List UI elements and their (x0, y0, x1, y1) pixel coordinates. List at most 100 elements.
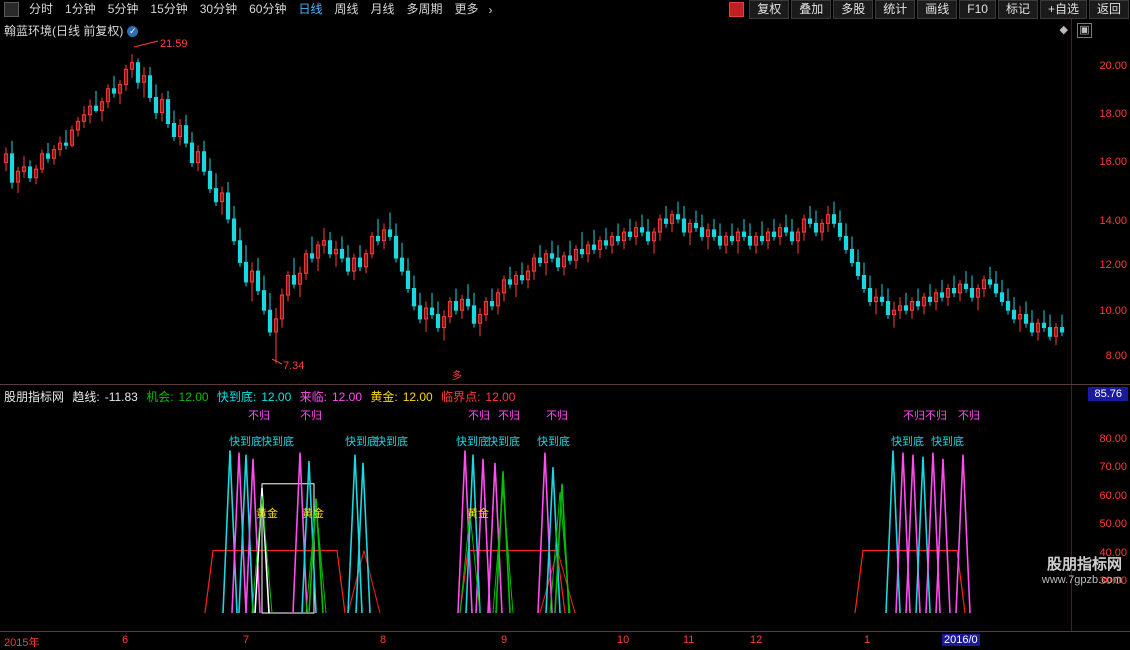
button-fuquan[interactable]: 复权 (749, 0, 790, 19)
ind-tick-30: 30.00 (1099, 575, 1127, 587)
tab-monthly[interactable]: 月线 (370, 2, 395, 16)
tab-more[interactable]: 更多 (454, 2, 479, 16)
indicator-annotation: 不归 (546, 410, 568, 422)
ind-tick-50: 50.00 (1099, 518, 1127, 530)
indicator-annotation: 快到底 (345, 436, 378, 448)
tab-15min[interactable]: 15分钟 (150, 2, 188, 16)
verified-icon: ✓ (127, 26, 139, 37)
field-value-linjiedian: 12.00 (485, 390, 516, 404)
button-duogu[interactable]: 多股 (833, 0, 874, 19)
field-label-huangjin: 黄金: (370, 390, 398, 404)
tab-1min[interactable]: 1分钟 (65, 2, 96, 16)
time-label-8: 8 (380, 634, 387, 646)
indicator-annotation: 快到底 (261, 436, 294, 448)
field-value-huangjin: 12.00 (402, 390, 433, 404)
ind-tick-70: 70.00 (1099, 461, 1127, 473)
stock-title: 翰蓝环境(日线 前复权) ✓ (4, 22, 139, 39)
field-label-lailin: 来临: (299, 390, 327, 404)
price-axis: 20.00 18.00 16.00 14.00 12.00 10.00 8.00 (1072, 19, 1130, 384)
indicator-canvas (204, 450, 971, 614)
button-add-favorite[interactable]: +自选 (1039, 0, 1087, 19)
tab-weekly[interactable]: 周线 (334, 2, 359, 16)
time-label-6: 6 (122, 634, 129, 646)
field-label-quxian: 趋线: (72, 390, 100, 404)
indicator-annotation: 快到底 (456, 436, 489, 448)
time-label-7: 7 (243, 634, 250, 646)
tab-30min[interactable]: 30分钟 (199, 2, 238, 16)
indicator-annotation: 黄金 (256, 508, 278, 520)
price-tick-18: 18.00 (1099, 108, 1127, 120)
tab-60min[interactable]: 60分钟 (249, 2, 287, 16)
button-huaxian[interactable]: 画线 (917, 0, 958, 19)
price-tick-16: 16.00 (1099, 156, 1127, 168)
watermark: 股朋指标网 www.7gpzb.com (1042, 553, 1122, 586)
pane-controls: ◆ ▣ (1059, 23, 1092, 38)
indicator-annotation: 快到底 (931, 436, 964, 448)
field-value-jihui: 12.00 (178, 390, 209, 404)
field-value-lailin: 12.00 (331, 390, 362, 404)
indicator-axis-divider (1071, 385, 1072, 633)
button-diejia[interactable]: 叠加 (791, 0, 832, 19)
field-value-quxian: -11.83 (104, 390, 138, 404)
stock-title-text: 翰蓝环境(日线 前复权) (4, 24, 124, 38)
low-price-label: 7.34 (283, 360, 305, 372)
indicator-pane[interactable]: 股朋指标网 趋线: -11.83 机会: 12.00 快到底: 12.00 来临: 12… (0, 384, 1130, 633)
time-label-2016: 2016/0 (942, 634, 980, 646)
top-toolbar: 分时 1分钟 5分钟 15分钟 30分钟 60分钟 日线 周线 月线 多周期 更… (0, 0, 1130, 20)
price-tick-8: 8.00 (1105, 350, 1127, 362)
tab-multi-period[interactable]: 多周期 (406, 2, 443, 16)
indicator-annotation: 不归 (958, 410, 980, 422)
indicator-annotation: 快到底 (891, 436, 924, 448)
time-label-10: 10 (617, 634, 630, 646)
field-label-kuaidaodi: 快到底: (216, 390, 257, 404)
time-label-11: 11 (683, 634, 695, 646)
tab-fenshi[interactable]: 分时 (29, 2, 54, 16)
toolbar-right-group: 复权 叠加 多股 统计 画线 F10 标记 +自选 返回 (725, 0, 1130, 19)
time-axis: 2015年 6 7 8 9 10 11 12 1 2016/0 (0, 631, 1130, 650)
time-label-9: 9 (501, 634, 508, 646)
indicator-annotation: 快到底 (487, 436, 520, 448)
ind-tick-80: 80.00 (1099, 433, 1127, 445)
button-tongji[interactable]: 统计 (875, 0, 916, 19)
ind-tick-60: 60.00 (1099, 490, 1127, 502)
grid-icon[interactable]: ▣ (1077, 23, 1092, 38)
indicator-annotation: 黄金 (467, 508, 489, 520)
indicator-annotation: 不归 (300, 410, 322, 422)
indicator-annotation: 不归 (498, 410, 520, 422)
time-label-12: 12 (750, 634, 763, 646)
tab-5min[interactable]: 5分钟 (107, 2, 139, 16)
tab-daily[interactable]: 日线 (298, 2, 323, 16)
price-chart-pane[interactable]: 翰蓝环境(日线 前复权) ✓ ◆ ▣ 20.00 18.00 16.00 14.0… (0, 19, 1130, 384)
price-tick-12: 12.00 (1099, 259, 1127, 271)
watermark-line1: 股朋指标网 (1046, 556, 1122, 573)
indicator-annotation: 黄金 (302, 508, 324, 520)
time-label-1: 1 (864, 634, 871, 646)
window-icon[interactable] (4, 2, 19, 17)
indicator-annotation: 不归 (248, 410, 270, 422)
indicator-annotation: 快到底 (537, 436, 570, 448)
high-price-label: 21.59 (160, 38, 188, 50)
field-label-linjiedian: 临界点: (441, 390, 481, 404)
diamond-icon[interactable]: ◆ (1059, 24, 1068, 36)
ind-tick-40: 40.00 (1099, 547, 1127, 559)
candlestick-canvas (3, 40, 1065, 365)
annotation-duo: 多 (452, 371, 462, 382)
indicator-annotation: 不归 (903, 410, 925, 422)
field-label-jihui: 机会: (146, 390, 174, 404)
field-value-kuaidaodi: 12.00 (261, 390, 292, 404)
price-tick-10: 10.00 (1099, 305, 1127, 317)
button-f10[interactable]: F10 (959, 0, 996, 19)
indicator-axis: 85.76 80.00 70.00 60.00 50.00 40.00 30.0… (1072, 385, 1130, 633)
indicator-annotation: 不归 (925, 410, 947, 422)
indicator-annotation: 不归 (468, 410, 490, 422)
watermark-line2: www.7gpzb.com (1041, 574, 1122, 586)
time-label-2015: 2015年 (4, 637, 40, 649)
record-icon[interactable] (729, 2, 745, 17)
button-biaoji[interactable]: 标记 (997, 0, 1038, 19)
indicator-header: 股朋指标网 趋线: -11.83 机会: 12.00 快到底: 12.00 来临: 12… (4, 388, 520, 405)
button-back[interactable]: 返回 (1088, 0, 1129, 19)
indicator-current-value: 85.76 (1088, 387, 1128, 401)
chevron-right-icon[interactable]: › (488, 2, 493, 17)
toolbar-left-group: 分时 1分钟 5分钟 15分钟 30分钟 60分钟 日线 周线 月线 多周期 更… (0, 0, 497, 19)
